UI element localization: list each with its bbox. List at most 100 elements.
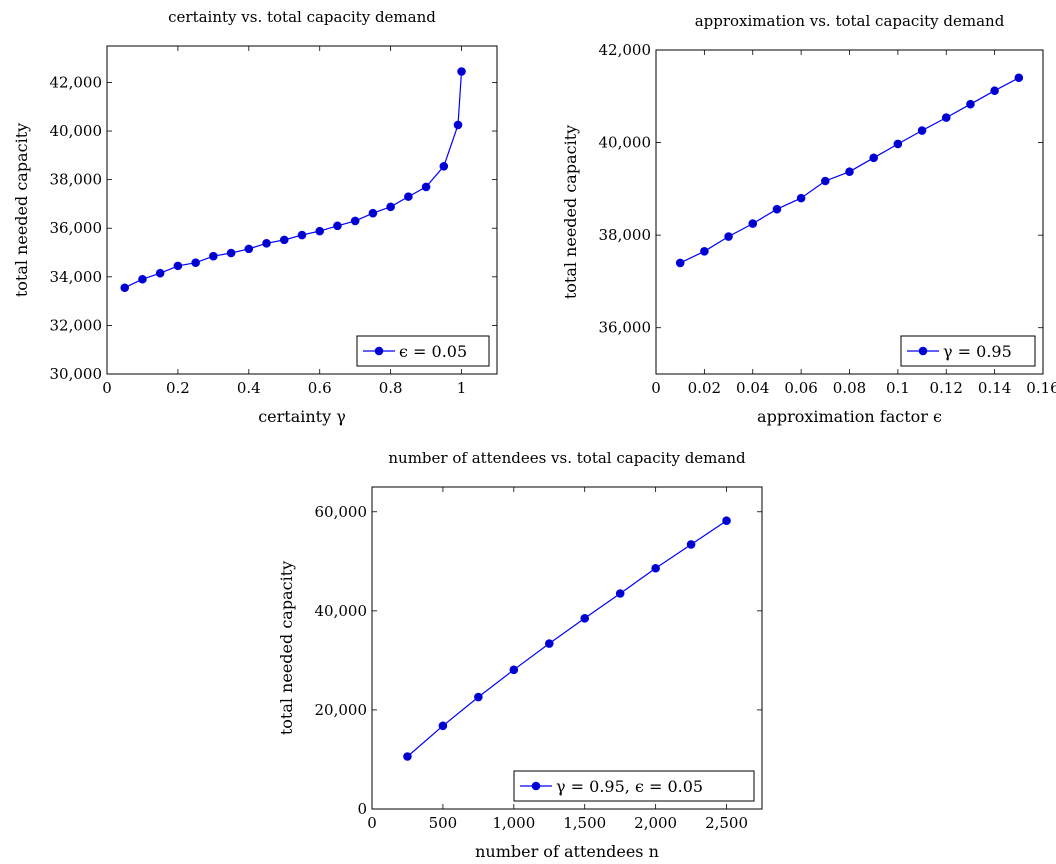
x-tick-label: 1 (457, 379, 467, 397)
legend: γ = 0.95 (900, 335, 1036, 367)
x-tick-label: 0.02 (688, 379, 721, 397)
data-point (173, 261, 183, 271)
data-point (209, 251, 218, 261)
x-tick-label: 2,000 (634, 814, 677, 832)
data-point (350, 216, 360, 226)
plot-frame (106, 45, 498, 375)
legend-label: γ = 0.95, ϵ = 0.05 (556, 777, 703, 796)
data-point (297, 230, 307, 240)
chart-2: approximation vs. total capacity demand 0… (561, 12, 1056, 426)
data-point (1014, 73, 1024, 83)
plot-frame (655, 49, 1044, 375)
data-point (403, 752, 412, 761)
data-point (700, 247, 709, 256)
chart-title: certainty vs. total capacity demand (168, 8, 436, 26)
data-point (686, 540, 696, 549)
data-point (138, 274, 147, 284)
x-tick-label: 0.14 (978, 379, 1011, 397)
data-point (941, 113, 951, 122)
x-tick-label: 0.04 (736, 379, 769, 397)
data-point (724, 232, 733, 241)
y-tick-label: 40,000 (315, 602, 368, 620)
plot-frame (371, 486, 763, 810)
x-tick-label: 1,000 (492, 814, 535, 832)
x-tick-label: 0.16 (1026, 379, 1056, 397)
y-tick-label: 40,000 (50, 122, 103, 140)
legend-box (513, 770, 755, 802)
data-point (651, 563, 660, 573)
x-tick-label: 0.06 (784, 379, 817, 397)
data-point (966, 99, 975, 109)
x-tick-label: 0.8 (379, 379, 403, 397)
data-point (438, 721, 448, 731)
x-tick-label: 0.6 (308, 379, 332, 397)
y-tick-label: 0 (357, 800, 367, 818)
x-axis-label: number of attendees n (475, 842, 659, 861)
y-tick-label: 42,000 (599, 41, 652, 59)
x-tick-label: 0.2 (166, 379, 190, 397)
y-tick-label: 60,000 (315, 503, 368, 521)
data-point (544, 639, 554, 648)
data-point (845, 167, 854, 177)
x-tick-label: 0 (102, 379, 112, 397)
data-point (279, 235, 289, 245)
data-point (226, 248, 236, 258)
data-point (821, 176, 830, 186)
x-axis-label: approximation factor ϵ (757, 407, 942, 426)
data-point (120, 283, 130, 293)
legend-label: ϵ = 0.05 (399, 342, 467, 361)
legend-marker (531, 781, 541, 791)
y-axis-label: total needed capacity (277, 561, 296, 735)
data-point (421, 182, 431, 192)
chart-3: number of attendees vs. total capacity d… (277, 449, 763, 861)
y-tick-label: 38,000 (50, 171, 103, 189)
data-point (368, 208, 378, 218)
data-point (404, 192, 413, 201)
y-tick-label: 32,000 (50, 316, 103, 334)
legend: γ = 0.95, ϵ = 0.05 (513, 770, 755, 802)
x-tick-label: 0.1 (886, 379, 910, 397)
legend-marker (918, 346, 928, 356)
x-tick-label: 0 (367, 814, 377, 832)
data-point (509, 665, 519, 675)
data-point (893, 139, 903, 149)
y-tick-label: 42,000 (50, 73, 103, 91)
data-point (333, 221, 342, 231)
x-tick-label: 0.12 (930, 379, 963, 397)
x-tick-label: 0.08 (833, 379, 866, 397)
chart-1: certainty vs. total capacity demand 0 0.2 0… (12, 8, 498, 426)
y-axis-label: total needed capacity (561, 125, 580, 299)
y-tick-label: 20,000 (315, 701, 368, 719)
y-axis-label: total needed capacity (12, 123, 31, 297)
data-point (315, 226, 325, 236)
data-point (675, 258, 685, 268)
x-tick-label: 2,500 (705, 814, 748, 832)
data-point (453, 120, 463, 130)
data-point (262, 238, 271, 248)
data-point (244, 244, 254, 254)
legend: ϵ = 0.05 (356, 335, 490, 367)
data-point (457, 67, 466, 76)
data-point (474, 692, 483, 702)
data-point (990, 86, 999, 96)
data-point (191, 258, 200, 268)
x-axis-label: certainty γ (258, 407, 346, 426)
y-tick-label: 30,000 (50, 365, 103, 383)
chart-title: approximation vs. total capacity demand (695, 12, 1005, 30)
x-tick-label: 0 (651, 379, 661, 397)
chart-title: number of attendees vs. total capacity d… (388, 449, 746, 467)
y-tick-label: 36,000 (50, 219, 103, 237)
legend-marker (374, 346, 384, 356)
series-line (124, 71, 463, 289)
series-line (407, 520, 727, 757)
x-tick-label: 500 (429, 814, 458, 832)
y-tick-label: 36,000 (599, 319, 652, 337)
data-point (615, 589, 625, 598)
data-point (155, 268, 165, 278)
x-tick-label: 1,500 (563, 814, 606, 832)
data-point (748, 219, 758, 228)
data-point (869, 153, 878, 163)
legend-label: γ = 0.95 (943, 342, 1012, 361)
y-tick-label: 34,000 (50, 268, 103, 286)
